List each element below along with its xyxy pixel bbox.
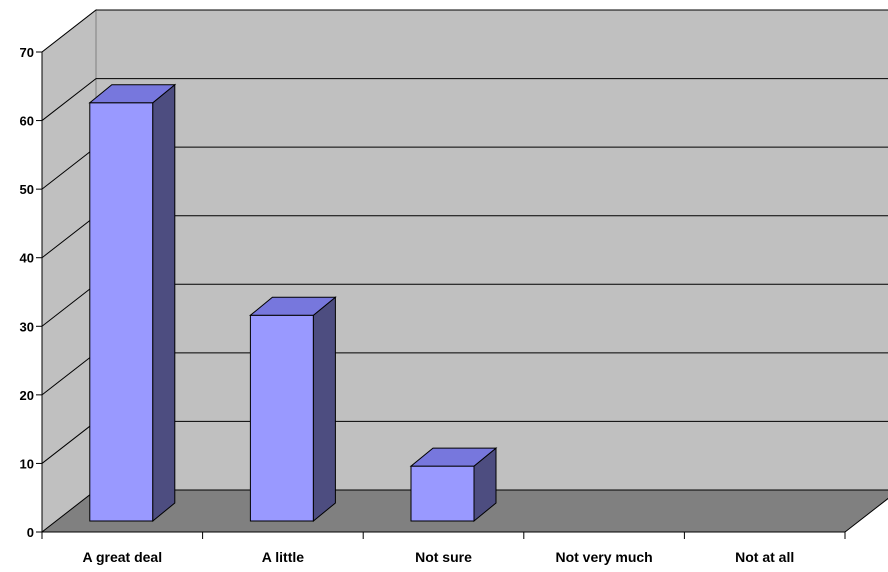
x-tick-label: Not at all bbox=[735, 549, 794, 565]
x-tick-label: A great deal bbox=[82, 549, 162, 565]
y-tick-label: 10 bbox=[20, 456, 34, 471]
y-tick-label: 0 bbox=[27, 525, 34, 540]
y-tick-label: 50 bbox=[20, 182, 34, 197]
bar-top bbox=[88, 84, 177, 104]
bar-front bbox=[249, 314, 314, 522]
bar-top bbox=[248, 296, 337, 316]
x-tick-label: Not sure bbox=[415, 549, 472, 565]
gridline bbox=[41, 9, 888, 53]
bar-front bbox=[89, 102, 154, 522]
bar-front bbox=[410, 465, 475, 522]
y-tick-label: 70 bbox=[20, 45, 34, 60]
bars bbox=[88, 83, 498, 523]
y-tick-label: 60 bbox=[20, 114, 34, 129]
x-tick-label: Not very much bbox=[555, 549, 652, 565]
side-wall bbox=[41, 8, 97, 534]
x-tick-label: A little bbox=[262, 549, 304, 565]
y-tick-label: 40 bbox=[20, 251, 34, 266]
bar-side bbox=[152, 83, 176, 523]
x-tick-labels: A great deal A little Not sure Not very muc… bbox=[82, 549, 794, 565]
bar-top bbox=[409, 447, 498, 467]
axes bbox=[36, 51, 846, 539]
gridline bbox=[41, 78, 888, 121]
bar-side bbox=[312, 296, 336, 523]
y-tick-label: 20 bbox=[20, 388, 34, 403]
y-tick-label: 30 bbox=[20, 319, 34, 334]
back-wall bbox=[96, 10, 888, 490]
y-tick-labels: 0 10 20 30 40 50 60 70 bbox=[20, 45, 34, 540]
